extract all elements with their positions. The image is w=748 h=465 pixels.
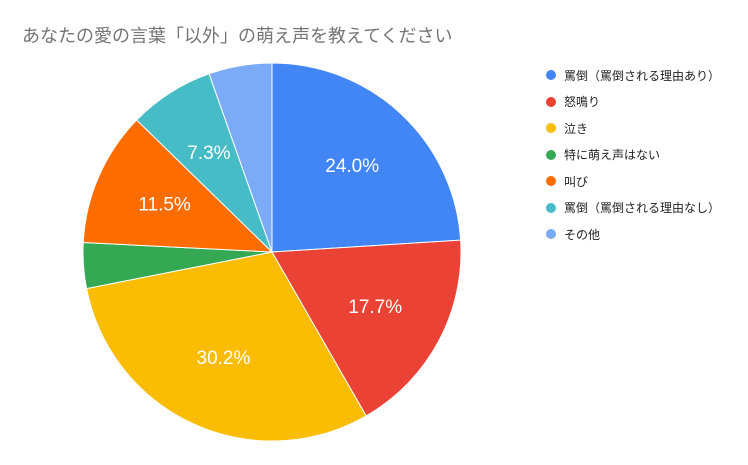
- chart-title: あなたの愛の言葉「以外」の萌え声を教えてください: [22, 26, 453, 47]
- legend-swatch: [546, 229, 556, 240]
- slice-data-label: 30.2%: [197, 348, 251, 369]
- legend-swatch: [546, 176, 556, 187]
- legend-item[interactable]: 罵倒（罵倒される理由あり）: [546, 62, 720, 89]
- legend-label: 叫び: [564, 174, 589, 189]
- slice-data-label: 17.7%: [348, 297, 402, 318]
- legend-label: 怒鳴り: [564, 95, 601, 110]
- slice-data-label: 24.0%: [325, 156, 379, 177]
- pie-slice[interactable]: [208, 62, 273, 253]
- legend-label: 泣き: [564, 121, 589, 136]
- pie-slice[interactable]: [82, 119, 274, 253]
- legend-label: その他: [564, 227, 601, 242]
- slice-data-label: 11.5%: [138, 195, 191, 216]
- legend-item[interactable]: 特に萌え声はない: [546, 142, 720, 169]
- legend-swatch: [546, 149, 556, 160]
- legend-item[interactable]: その他: [546, 221, 720, 248]
- legend-swatch: [546, 123, 556, 134]
- legend-item[interactable]: 泣き: [546, 115, 720, 142]
- pie-slice[interactable]: [271, 239, 462, 417]
- pie-slice[interactable]: [271, 62, 462, 253]
- legend-label: 特に萌え声はない: [564, 148, 661, 163]
- legend-swatch: [546, 202, 556, 213]
- legend-item[interactable]: 怒鳴り: [546, 89, 720, 116]
- legend-label: 罵倒（罵倒される理由なし）: [564, 201, 721, 216]
- legend-swatch: [546, 96, 556, 107]
- legend-item[interactable]: 叫び: [546, 168, 720, 195]
- pie-slice[interactable]: [85, 251, 367, 442]
- slice-data-label: 7.3%: [187, 143, 230, 164]
- legend-item[interactable]: 罵倒（罵倒される理由なし）: [546, 195, 720, 222]
- legend: 罵倒（罵倒される理由あり） 怒鳴り泣き特に萌え声はない 叫び罵倒（罵倒される理由なし…: [546, 62, 720, 248]
- legend-label: 罵倒（罵倒される理由あり）: [564, 68, 721, 83]
- legend-swatch: [546, 70, 556, 81]
